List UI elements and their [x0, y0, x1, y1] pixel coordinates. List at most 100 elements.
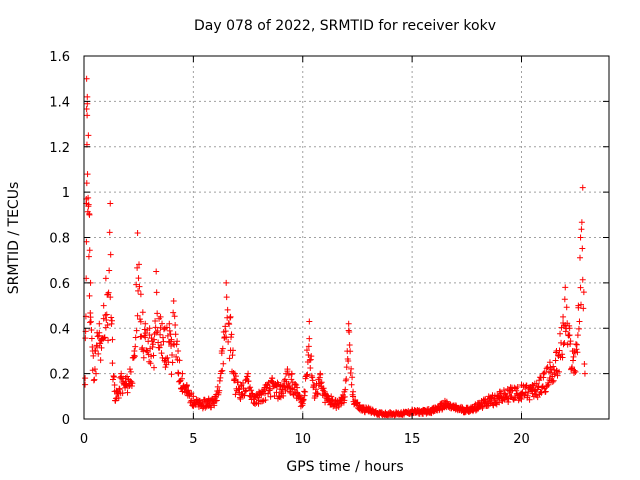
- data-point: [284, 366, 291, 373]
- data-point: [579, 184, 586, 191]
- data-point: [100, 315, 107, 322]
- data-point: [211, 402, 218, 409]
- data-point: [91, 347, 98, 354]
- data-point: [108, 314, 115, 321]
- data-point: [573, 341, 580, 348]
- data-point: [574, 349, 581, 356]
- data-point: [102, 275, 109, 282]
- data-point: [220, 360, 227, 367]
- data-point: [142, 330, 149, 337]
- data-point: [561, 340, 568, 347]
- data-point: [299, 397, 306, 404]
- data-point: [578, 301, 584, 308]
- data-point: [90, 377, 97, 384]
- data-point: [307, 365, 314, 372]
- data-point: [97, 357, 104, 364]
- data-point: [309, 377, 316, 384]
- data-point: [349, 374, 356, 381]
- data-point: [293, 381, 300, 388]
- data-point: [158, 350, 165, 357]
- data-point: [556, 368, 563, 375]
- data-point: [119, 390, 126, 397]
- data-point: [243, 387, 250, 394]
- data-point: [151, 364, 157, 371]
- data-point: [86, 211, 93, 218]
- data-point: [338, 400, 345, 407]
- data-point: [173, 353, 180, 360]
- data-point: [155, 339, 162, 346]
- data-point: [262, 397, 269, 404]
- data-point: [545, 381, 552, 388]
- y-tick-label: 1.2: [49, 141, 70, 156]
- data-point: [140, 354, 147, 361]
- data-point: [341, 393, 348, 400]
- data-point: [166, 327, 173, 334]
- data-point: [237, 396, 244, 403]
- data-point: [256, 388, 262, 395]
- data-point: [282, 376, 289, 383]
- data-point: [86, 247, 93, 254]
- data-point: [500, 387, 507, 394]
- data-point: [111, 381, 118, 388]
- data-point: [570, 353, 577, 360]
- y-tick-label: 1.4: [49, 95, 70, 110]
- data-point: [581, 370, 588, 377]
- data-point: [347, 348, 354, 355]
- x-tick-label: 20: [513, 432, 530, 447]
- data-point: [94, 333, 101, 340]
- data-point: [137, 291, 144, 298]
- data-point: [84, 171, 91, 178]
- data-point: [152, 317, 159, 324]
- data-point: [159, 320, 166, 327]
- data-point: [168, 336, 175, 343]
- data-point: [105, 337, 112, 344]
- data-point: [150, 341, 157, 348]
- data-point: [228, 331, 235, 338]
- data-point: [348, 365, 355, 372]
- data-point: [420, 406, 427, 413]
- data-point: [136, 316, 143, 323]
- data-point: [93, 370, 100, 377]
- y-tick-label: 0.6: [49, 277, 70, 292]
- data-point: [553, 367, 560, 374]
- data-point: [294, 384, 301, 391]
- data-point: [574, 332, 581, 339]
- data-point: [205, 395, 212, 402]
- data-point: [157, 313, 164, 320]
- data-point: [262, 381, 269, 388]
- data-point: [161, 325, 168, 332]
- data-point: [238, 381, 245, 388]
- data-point: [135, 275, 142, 282]
- x-tick-label: 10: [294, 432, 311, 447]
- data-point: [313, 386, 320, 393]
- data-point: [162, 355, 169, 362]
- data-point: [188, 390, 195, 397]
- data-point: [138, 333, 145, 340]
- data-point: [577, 284, 584, 291]
- data-point: [346, 329, 353, 336]
- data-point: [518, 381, 525, 388]
- data-point: [559, 354, 566, 361]
- data-point: [167, 331, 174, 338]
- data-point: [580, 289, 587, 296]
- data-point: [292, 380, 299, 387]
- data-point: [84, 93, 91, 100]
- data-point: [365, 404, 372, 411]
- data-point: [348, 381, 355, 388]
- data-point: [151, 336, 157, 343]
- data-point: [154, 328, 161, 335]
- data-point: [103, 316, 110, 323]
- data-point: [150, 352, 157, 359]
- data-point: [229, 347, 236, 354]
- y-tick-label: 0.4: [49, 322, 70, 337]
- data-point: [106, 267, 113, 274]
- y-tick-label: 1: [62, 186, 70, 201]
- data-point: [575, 325, 582, 332]
- data-point: [137, 318, 144, 325]
- data-point: [131, 353, 138, 360]
- data-point: [577, 254, 584, 261]
- data-point: [265, 390, 272, 397]
- data-point: [226, 321, 233, 328]
- data-point: [94, 343, 101, 350]
